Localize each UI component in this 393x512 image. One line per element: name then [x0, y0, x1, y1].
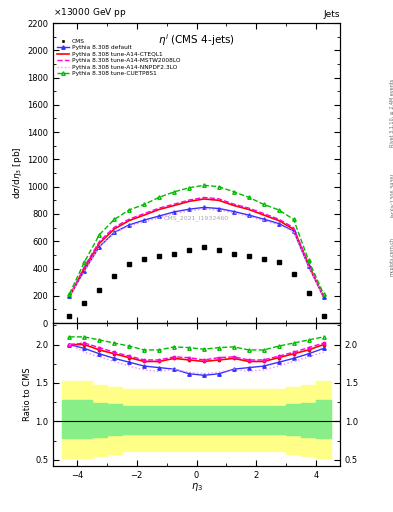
X-axis label: $\eta_3$: $\eta_3$	[191, 481, 202, 493]
Legend: CMS, Pythia 8.308 default, Pythia 8.308 tune-A14-CTEQL1, Pythia 8.308 tune-A14-M: CMS, Pythia 8.308 default, Pythia 8.308 …	[56, 38, 181, 77]
Text: CMS_2021_I1932460: CMS_2021_I1932460	[164, 215, 229, 221]
Text: Rivet 3.1.10, ≥ 2.4M events: Rivet 3.1.10, ≥ 2.4M events	[390, 78, 393, 147]
Y-axis label: d$\sigma$/d$\eta_3$ [pb]: d$\sigma$/d$\eta_3$ [pb]	[11, 147, 24, 199]
Text: $\times$13000 GeV pp: $\times$13000 GeV pp	[53, 6, 127, 19]
Text: mcplots.cern.ch: mcplots.cern.ch	[390, 237, 393, 275]
Y-axis label: Ratio to CMS: Ratio to CMS	[23, 368, 32, 421]
Text: [arXiv:1306.3436]: [arXiv:1306.3436]	[390, 173, 393, 217]
Text: $\eta^i$ (CMS 4-jets): $\eta^i$ (CMS 4-jets)	[158, 32, 235, 48]
Text: Jets: Jets	[323, 10, 340, 19]
